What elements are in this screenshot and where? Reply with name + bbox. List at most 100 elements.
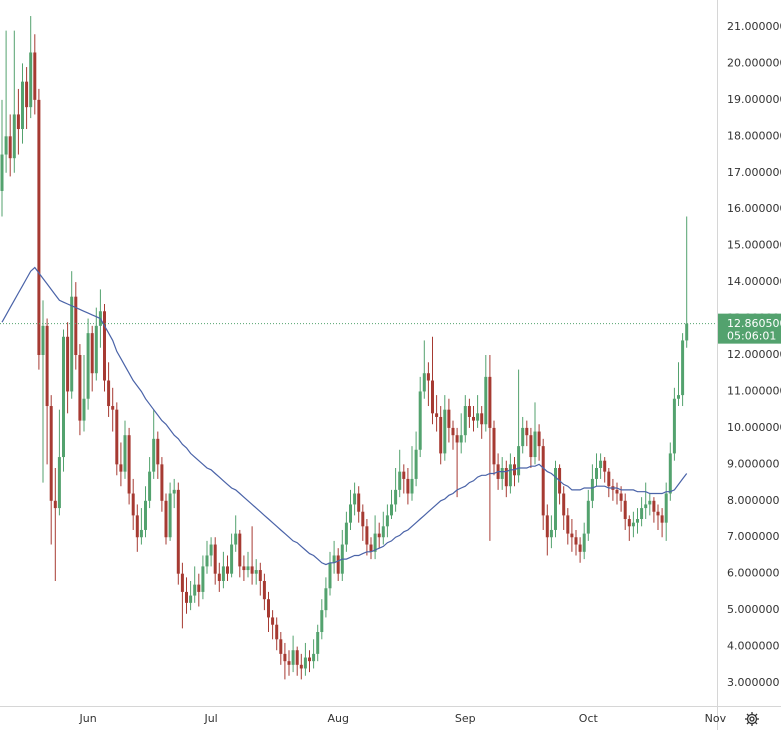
- y-tick-label: 17.000000: [727, 166, 781, 179]
- candle-body: [685, 323, 689, 341]
- candle-body: [381, 526, 385, 538]
- candle-body: [74, 296, 78, 356]
- candle-body: [369, 544, 373, 552]
- candle-body: [623, 500, 627, 520]
- price-tag-value: 12.860500: [727, 317, 781, 330]
- candle-body: [603, 460, 607, 472]
- candle-body: [541, 446, 545, 516]
- candle-body: [533, 431, 537, 458]
- plot-area: [0, 16, 689, 680]
- candle-body: [566, 515, 570, 534]
- candle-body: [426, 373, 430, 381]
- y-tick-label: 3.000000: [727, 676, 780, 689]
- candle-body: [164, 500, 168, 538]
- y-tick-label: 6.000000: [727, 567, 780, 580]
- candle-body: [324, 588, 328, 611]
- candle-body: [226, 566, 229, 574]
- candle-body: [418, 391, 422, 450]
- candle-body: [230, 544, 234, 574]
- candle-body: [394, 489, 398, 505]
- candle-body: [365, 526, 369, 545]
- candle-body: [160, 464, 164, 501]
- candle-body: [221, 566, 225, 581]
- candle-body: [29, 52, 33, 108]
- candle-body: [414, 449, 418, 479]
- candle-body: [467, 406, 471, 417]
- candle-body: [410, 478, 414, 494]
- candle-body: [135, 515, 139, 538]
- candle-body: [176, 489, 180, 574]
- candle-body: [287, 661, 291, 665]
- candle-body: [463, 406, 467, 436]
- candle-body: [529, 435, 533, 458]
- candle-body: [549, 529, 553, 538]
- candle-body: [504, 467, 508, 487]
- candle-body: [660, 515, 664, 523]
- candle-body: [582, 533, 586, 552]
- candle-body: [213, 544, 217, 574]
- candle-body: [443, 409, 447, 454]
- candle-body: [472, 416, 475, 421]
- candle-body: [115, 409, 119, 465]
- candle-body: [357, 493, 361, 512]
- candle-body: [336, 555, 340, 574]
- candle-body: [291, 650, 295, 665]
- candle-body: [8, 136, 12, 159]
- candle-body: [123, 435, 127, 472]
- settings-icon[interactable]: [745, 712, 759, 726]
- candle-body: [672, 398, 676, 454]
- candle-body: [127, 435, 131, 494]
- candle-body: [299, 664, 303, 669]
- price-tag-box: [718, 313, 781, 344]
- x-tick-label: Sep: [455, 712, 476, 725]
- candle-body: [574, 537, 578, 545]
- candle-body: [570, 533, 574, 538]
- candle-body: [0, 154, 4, 191]
- y-tick-label: 18.000000: [727, 129, 781, 142]
- x-tick-label: Jun: [79, 712, 97, 725]
- candle-body: [455, 435, 459, 443]
- candle-body: [193, 584, 197, 596]
- candle-body: [390, 504, 393, 516]
- y-tick-label: 20.000000: [727, 56, 781, 69]
- candle-body: [37, 99, 41, 356]
- candle-body: [599, 460, 603, 468]
- candle-body: [508, 464, 512, 487]
- candle-body: [385, 515, 389, 527]
- candle-body: [250, 566, 254, 574]
- candle-body: [652, 500, 656, 512]
- candle-body: [590, 478, 594, 501]
- y-tick-label: 16.000000: [727, 202, 781, 215]
- y-tick-label: 15.000000: [727, 239, 781, 252]
- candle-body: [586, 500, 590, 534]
- candle-body: [476, 413, 480, 421]
- candle-body: [238, 533, 242, 567]
- candle-body: [185, 591, 188, 603]
- candle-body: [619, 493, 623, 501]
- candle-body: [217, 573, 221, 581]
- candle-body: [197, 584, 201, 592]
- candle-body: [627, 519, 631, 527]
- y-tick-label: 11.000000: [727, 384, 781, 397]
- y-tick-label: 10.000000: [727, 421, 781, 434]
- candle-body: [156, 438, 160, 465]
- candle-body: [521, 427, 525, 447]
- candle-body: [517, 446, 521, 476]
- x-tick-label: Oct: [579, 712, 599, 725]
- candle-body: [189, 595, 193, 603]
- candle-body: [361, 511, 365, 527]
- candle-body: [447, 409, 451, 428]
- candle-body: [21, 81, 24, 130]
- x-tick-label: Jul: [203, 712, 217, 725]
- candle-body: [644, 504, 648, 509]
- candle-body: [303, 657, 307, 669]
- candle-body: [33, 52, 37, 100]
- candle-body: [316, 632, 320, 654]
- candle-body: [353, 493, 357, 505]
- candle-body: [90, 333, 94, 374]
- candle-body: [295, 650, 299, 665]
- candle-body: [398, 471, 402, 490]
- candle-body: [451, 427, 455, 436]
